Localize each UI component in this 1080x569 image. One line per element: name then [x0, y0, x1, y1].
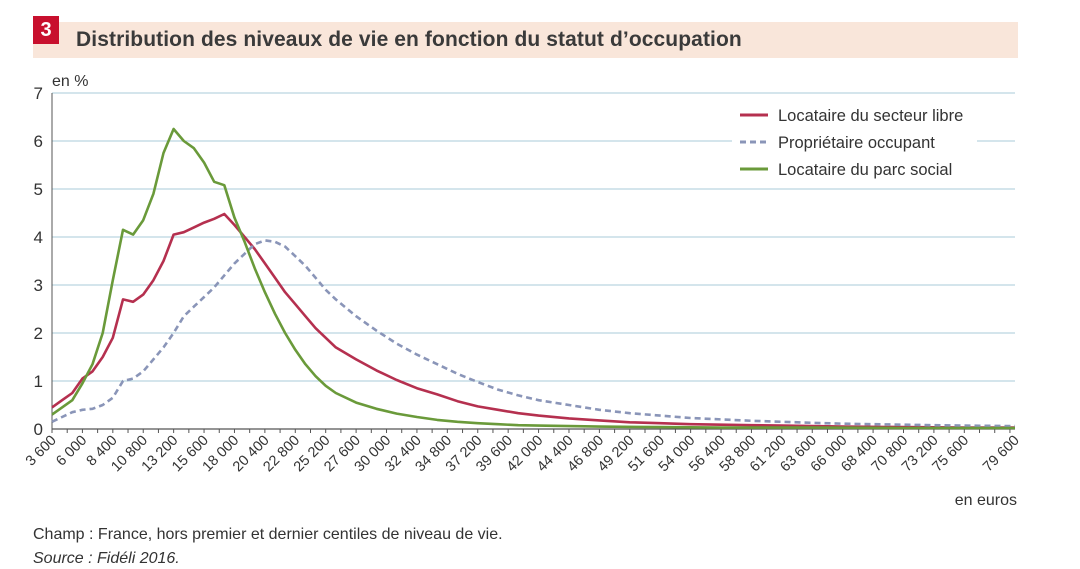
y-tick-label: 0 — [34, 420, 43, 439]
series-group — [51, 127, 1016, 430]
x-tick-label: 79 600 — [980, 433, 1023, 476]
y-tick-label: 3 — [34, 276, 43, 295]
figure-number: 3 — [33, 16, 59, 44]
y-tick-label: 6 — [34, 132, 43, 151]
title-band — [33, 22, 1018, 58]
series-line-1 — [51, 212, 1015, 429]
legend-label: Propriétaire occupant — [778, 134, 935, 152]
gridlines — [52, 92, 1015, 430]
footnote-source: Source : Fidéli 2016. — [33, 550, 180, 567]
y-axis-label: en % — [52, 73, 88, 90]
y-tick-label: 1 — [34, 372, 43, 391]
footnote-champ: Champ : France, hors premier et dernier … — [33, 526, 503, 543]
y-tick-label: 7 — [34, 84, 43, 103]
y-tick-label: 5 — [34, 180, 43, 199]
x-tick-label: 6 000 — [53, 433, 90, 470]
legend-label: Locataire du parc social — [778, 161, 952, 179]
legend-label: Locataire du secteur libre — [778, 107, 963, 125]
series-line-3 — [51, 127, 1015, 430]
x-axis-label: en euros — [955, 492, 1017, 509]
y-tick-label: 4 — [34, 228, 43, 247]
legend: Locataire du secteur libre Propriétaire o… — [732, 98, 977, 185]
legend-background — [732, 98, 977, 185]
chart-title: Distribution des niveaux de vie en fonct… — [76, 28, 742, 51]
series-line-2 — [51, 239, 1016, 428]
y-axis: 0 1 2 3 4 5 6 7 en % — [34, 73, 89, 439]
y-tick-label: 2 — [34, 324, 43, 343]
